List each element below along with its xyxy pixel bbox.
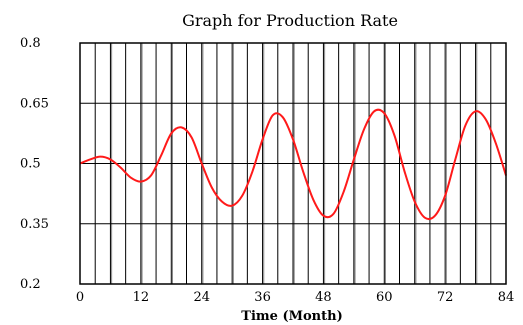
x-tick-label: 36 (254, 290, 271, 305)
y-tick-label: 0.8 (20, 36, 41, 51)
series-group (79, 108, 507, 221)
plot-frame (79, 42, 507, 285)
x-tick-label: 12 (133, 290, 150, 305)
x-tick-labels: 0 12 24 36 48 60 72 84 (76, 290, 514, 305)
x-axis-label: Time (Month) (241, 309, 342, 324)
x-tick-label: 0 (76, 290, 84, 305)
x-tick-label: 48 (315, 290, 332, 305)
y-tick-label: 0.2 (20, 277, 41, 292)
y-tick-label: 0.65 (20, 96, 49, 111)
x-tick-label: 24 (193, 290, 210, 305)
production-rate-line (79, 108, 507, 221)
y-tick-label: 0.5 (20, 157, 41, 172)
x-tick-label: 84 (498, 290, 515, 305)
chart-title: Graph for Production Rate (182, 11, 398, 30)
x-tick-label: 72 (437, 290, 454, 305)
y-tick-labels: 0.2 0.35 0.5 0.65 0.8 (20, 36, 49, 292)
grid-lines (80, 43, 506, 284)
x-tick-label: 60 (376, 290, 393, 305)
y-tick-label: 0.35 (20, 217, 49, 232)
